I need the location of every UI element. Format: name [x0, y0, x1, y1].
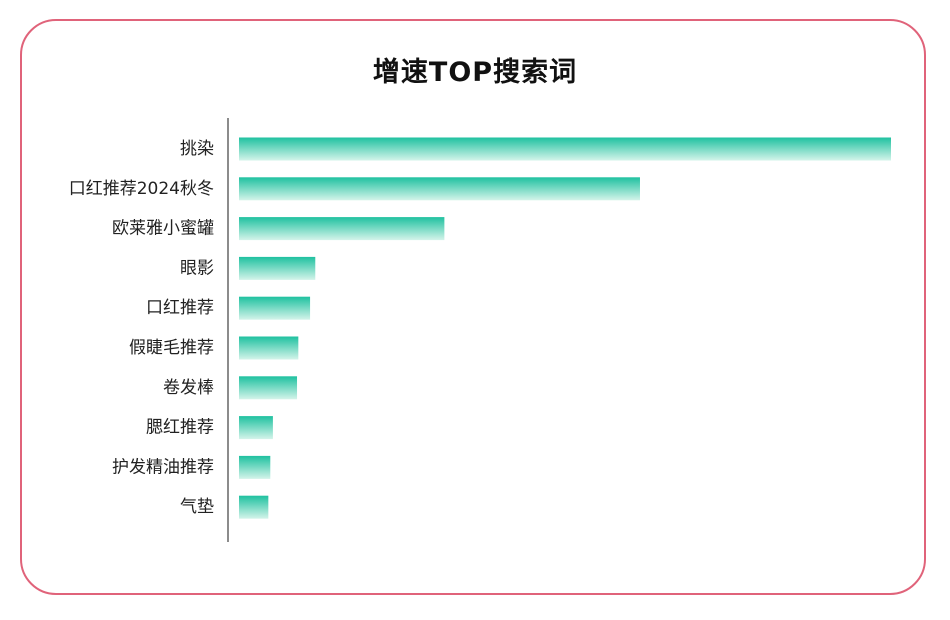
- bar: [239, 336, 299, 360]
- bar: [239, 256, 316, 280]
- category-label: 气垫: [180, 497, 214, 517]
- category-label: 口红推荐: [146, 298, 214, 318]
- bar: [239, 137, 891, 161]
- category-label: 腮红推荐: [146, 418, 214, 438]
- category-label: 卷发棒: [163, 378, 214, 398]
- category-label: 欧莱雅小蜜罐: [112, 219, 214, 239]
- category-label: 口红推荐2024秋冬: [69, 179, 214, 199]
- bar: [239, 376, 298, 400]
- bar: [239, 217, 445, 241]
- bar: [239, 296, 311, 320]
- bar: [239, 455, 271, 479]
- chart-title: 增速TOP搜索词: [372, 57, 578, 88]
- bar: [239, 495, 269, 519]
- category-label: 挑染: [180, 139, 214, 159]
- category-label: 假睫毛推荐: [129, 338, 214, 358]
- chart-card: [20, 19, 926, 595]
- bar: [239, 416, 273, 440]
- category-label: 眼影: [180, 258, 214, 278]
- bar: [239, 177, 640, 201]
- category-label: 护发精油推荐: [112, 457, 214, 477]
